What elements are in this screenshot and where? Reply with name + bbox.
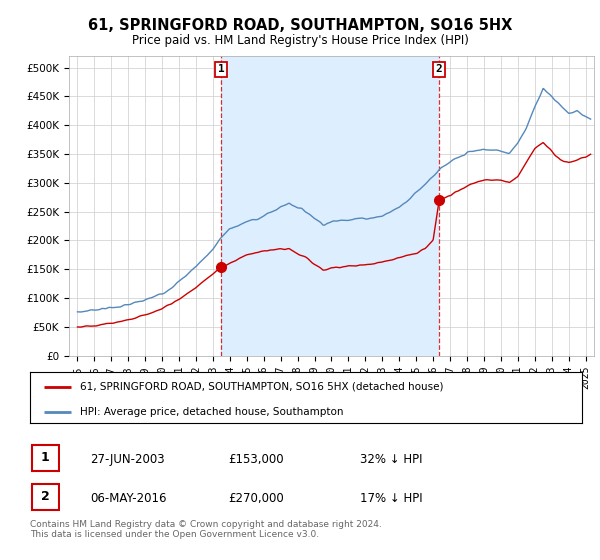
Text: £153,000: £153,000 — [228, 453, 284, 466]
Text: 61, SPRINGFORD ROAD, SOUTHAMPTON, SO16 5HX: 61, SPRINGFORD ROAD, SOUTHAMPTON, SO16 5… — [88, 18, 512, 33]
Text: 17% ↓ HPI: 17% ↓ HPI — [360, 492, 422, 505]
Text: HPI: Average price, detached house, Southampton: HPI: Average price, detached house, Sout… — [80, 407, 343, 417]
Text: £270,000: £270,000 — [228, 492, 284, 505]
Text: 32% ↓ HPI: 32% ↓ HPI — [360, 453, 422, 466]
Text: 2: 2 — [41, 491, 49, 503]
Text: Contains HM Land Registry data © Crown copyright and database right 2024.
This d: Contains HM Land Registry data © Crown c… — [30, 520, 382, 539]
FancyBboxPatch shape — [32, 484, 59, 510]
Text: 2: 2 — [436, 64, 443, 74]
Text: 1: 1 — [218, 64, 224, 74]
FancyBboxPatch shape — [32, 445, 59, 471]
Text: 27-JUN-2003: 27-JUN-2003 — [90, 453, 164, 466]
Text: 06-MAY-2016: 06-MAY-2016 — [90, 492, 167, 505]
Text: 61, SPRINGFORD ROAD, SOUTHAMPTON, SO16 5HX (detached house): 61, SPRINGFORD ROAD, SOUTHAMPTON, SO16 5… — [80, 381, 443, 391]
Bar — [221, 56, 439, 356]
Text: Price paid vs. HM Land Registry's House Price Index (HPI): Price paid vs. HM Land Registry's House … — [131, 34, 469, 46]
Text: 1: 1 — [41, 451, 49, 464]
